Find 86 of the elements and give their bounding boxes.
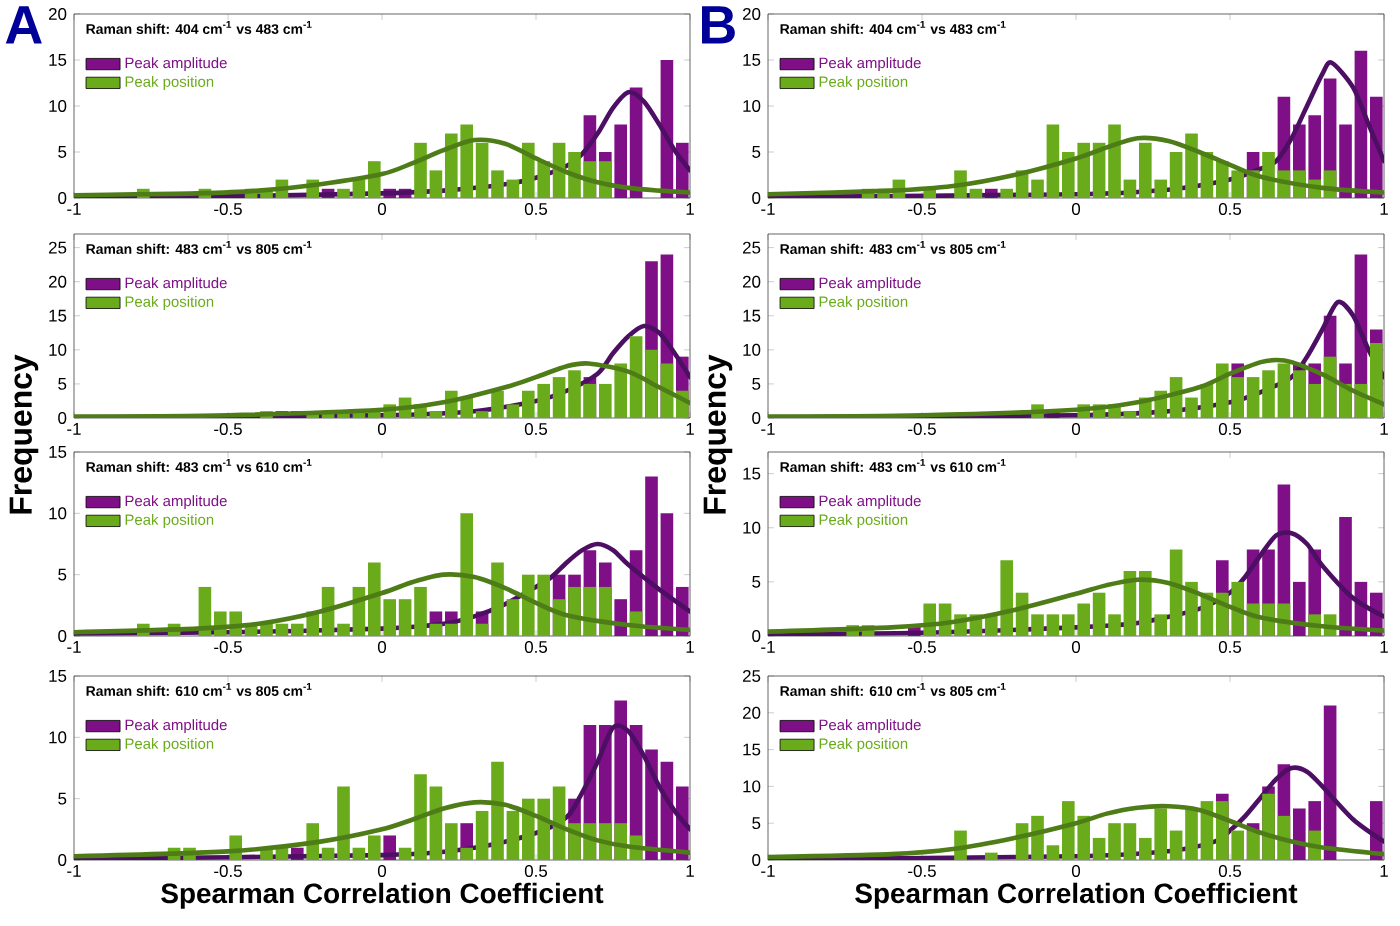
y-tick-label: 0: [58, 630, 67, 642]
y-tick-label: 10: [743, 780, 761, 793]
x-tick-label: 1: [686, 641, 694, 653]
y-tick-label: 20: [742, 8, 761, 20]
y-tick-label: 25: [742, 670, 761, 682]
x-tick-label: -1: [761, 641, 775, 653]
x-tick-label: -0.5: [214, 423, 242, 436]
x-tick-label: 1: [1380, 865, 1388, 877]
x-tick-label: -1: [761, 203, 775, 215]
y-tick-label: 10: [743, 100, 761, 112]
x-tick-label: -0.5: [908, 423, 936, 436]
x-tick-label: -1: [67, 203, 81, 215]
x-tick-label: 1: [686, 865, 694, 877]
y-tick-label: 5: [752, 575, 761, 588]
x-tick-label: 0: [1071, 641, 1081, 654]
x-tick-label: 0: [377, 865, 387, 878]
x-tick-label: -1: [67, 641, 81, 653]
x-tick-label: 1: [1380, 203, 1388, 215]
y-tick-label: 10: [49, 507, 67, 520]
y-tick-label: 25: [48, 241, 67, 254]
x-tick-label: 1: [1380, 423, 1388, 435]
y-tick-label: 0: [752, 412, 761, 424]
y-axis-title: Frequency: [703, 354, 733, 514]
x-tick-label: 0: [1071, 203, 1081, 216]
y-tick-label: 20: [742, 706, 761, 719]
x-tick-label: 0: [1071, 865, 1081, 878]
y-tick-label: 20: [48, 275, 67, 288]
x-tick-label: -0.5: [908, 641, 936, 654]
x-tick-label: -1: [67, 865, 81, 877]
y-tick-label: 10: [49, 100, 67, 112]
text: A: [5, 6, 42, 44]
y-tick-label: 0: [752, 192, 761, 204]
y-tick-label: 20: [742, 275, 761, 288]
y-tick-label: 15: [743, 467, 761, 480]
y-tick-label: 0: [58, 192, 67, 204]
y-tick-label: 0: [58, 854, 67, 866]
x-tick-label: -0.5: [214, 865, 242, 878]
y-tick-label: 5: [752, 146, 761, 158]
y-tick-label: 15: [49, 309, 67, 322]
x-tick-label: -0.5: [908, 203, 936, 216]
x-tick-label: -1: [761, 423, 775, 435]
x-tick-label: 0.5: [1218, 203, 1242, 216]
y-tick-label: 0: [752, 630, 761, 642]
y-tick-label: 10: [49, 343, 67, 356]
y-tick-label: 5: [58, 792, 67, 805]
x-tick-label: 0.5: [524, 641, 548, 654]
y-tick-label: 5: [58, 146, 67, 158]
x-tick-label: 0.5: [1218, 423, 1242, 436]
y-tick-label: 10: [743, 343, 761, 356]
x-tick-label: 0.5: [524, 423, 548, 436]
y-tick-label: 15: [743, 309, 761, 322]
x-axis-title: Spearman Correlation Coefficient: [161, 882, 604, 909]
x-tick-label: 0: [377, 203, 387, 216]
x-tick-label: -0.5: [214, 203, 242, 216]
y-tick-label: 15: [49, 446, 67, 458]
y-tick-label: 5: [58, 378, 67, 390]
x-tick-label: 0: [377, 641, 387, 654]
x-tick-label: 1: [686, 423, 694, 435]
x-tick-label: -1: [67, 423, 81, 435]
x-tick-label: 0.5: [1218, 641, 1242, 654]
y-tick-label: 5: [752, 817, 761, 830]
y-tick-label: 10: [49, 731, 67, 744]
y-axis-title: Frequency: [9, 354, 39, 514]
x-axis-title: Spearman Correlation Coefficient: [855, 882, 1298, 909]
x-tick-label: 0: [377, 423, 387, 436]
text: B: [702, 6, 735, 44]
x-tick-label: 0.5: [524, 203, 548, 216]
y-tick-label: 0: [58, 412, 67, 424]
y-tick-label: 15: [743, 743, 761, 756]
y-tick-label: 15: [49, 54, 67, 66]
y-tick-label: 20: [48, 8, 67, 20]
x-tick-label: 1: [686, 203, 694, 215]
y-tick-label: 5: [58, 568, 67, 581]
x-tick-label: 1: [1380, 641, 1388, 653]
x-tick-label: 0.5: [524, 865, 548, 878]
y-tick-label: 5: [752, 378, 761, 390]
x-tick-label: 0: [1071, 423, 1081, 436]
y-tick-label: 25: [742, 241, 761, 254]
x-tick-label: -1: [761, 865, 775, 877]
y-tick-label: 0: [752, 854, 761, 866]
x-tick-label: -0.5: [214, 641, 242, 654]
y-tick-label: 15: [743, 54, 761, 66]
x-tick-label: 0.5: [1218, 865, 1242, 878]
x-tick-label: -0.5: [908, 865, 936, 878]
y-tick-label: 10: [743, 521, 761, 534]
y-tick-label: 15: [49, 670, 67, 682]
